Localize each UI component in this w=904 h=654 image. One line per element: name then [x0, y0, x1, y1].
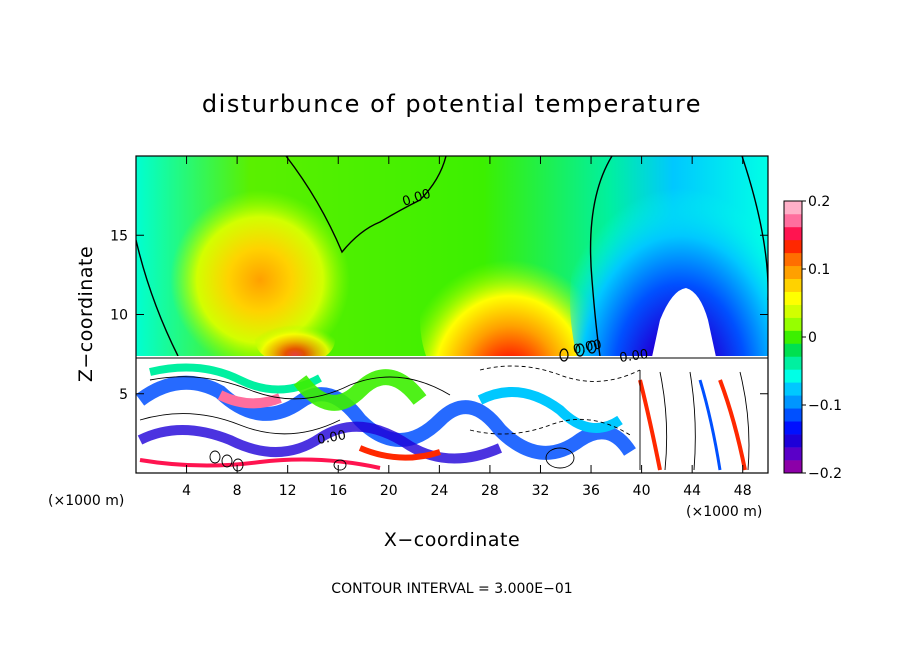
- x-tick-label: 36: [582, 483, 600, 499]
- contour-interval-note: CONTOUR INTERVAL = 3.000E−01: [331, 581, 572, 597]
- contour-label-right: 0.00: [572, 337, 603, 358]
- colorbar-swatch: [784, 291, 802, 305]
- y-tick-label: 15: [110, 228, 128, 244]
- plot-area: [136, 156, 768, 473]
- x-tick-label: 16: [329, 483, 347, 499]
- colorbar-swatch: [784, 265, 802, 280]
- x-unit-label-left: (×1000 m): [48, 493, 124, 509]
- x-tick-label: 28: [481, 483, 499, 499]
- x-axis-ticks: 4 8 12 16 20 24 28 32 36 40 44 48: [182, 156, 752, 499]
- colorbar-tick-label: 0.2: [808, 194, 830, 210]
- colorbar-swatch: [784, 434, 802, 448]
- white-dome: [652, 288, 716, 357]
- x-tick-label: 44: [683, 483, 701, 499]
- zero-contour-far-right: [741, 156, 768, 300]
- x-tick-label: 24: [430, 483, 448, 499]
- x-tick-label: 4: [182, 483, 191, 499]
- colorbar-swatch: [784, 252, 802, 267]
- colorbar-swatch: [784, 356, 802, 370]
- colorbar-swatch: [784, 226, 802, 241]
- contour-label-far-right: 0.00: [618, 347, 649, 366]
- chart-title: disturbunce of potential temperature: [202, 90, 702, 118]
- colorbar-swatch: [784, 382, 802, 396]
- x-tick-label: 12: [279, 483, 297, 499]
- colorbar-tick-label: −0.1: [808, 398, 842, 414]
- colorbar: 0.2 0.1 0 −0.1 −0.2: [783, 194, 842, 482]
- colorbar-swatch: [784, 343, 802, 357]
- x-tick-label: 32: [532, 483, 550, 499]
- colorbar-swatch: [784, 369, 802, 383]
- y-axis-ticks: 5 10 15: [110, 228, 768, 403]
- x-axis-label: X−coordinate: [384, 529, 520, 551]
- colorbar-swatch: [784, 317, 802, 331]
- zero-contour-mid: [285, 156, 447, 254]
- colorbar-swatch: [784, 408, 802, 422]
- y-axis-label: Z−coordinate: [75, 246, 97, 382]
- colorbar-tick-label: −0.2: [808, 466, 842, 482]
- colorbar-swatch: [784, 239, 802, 254]
- contour-label-lower: 0.00: [316, 428, 347, 448]
- colorbar-swatch: [784, 395, 802, 409]
- x-tick-label: 8: [233, 483, 242, 499]
- zero-contour-right: [589, 156, 613, 357]
- colorbar-swatch: [784, 201, 802, 215]
- x-tick-label: 48: [734, 483, 752, 499]
- colorbar-tick-label: 0.1: [808, 262, 830, 278]
- colorbar-swatch: [784, 278, 802, 292]
- zero-contour-left: [136, 239, 179, 357]
- colorbar-swatch: [784, 460, 802, 474]
- x-unit-label-right: (×1000 m): [686, 504, 762, 520]
- y-tick-label: 5: [119, 387, 128, 403]
- x-tick-label: 40: [633, 483, 651, 499]
- warm-anomaly-small: [255, 315, 335, 365]
- boundary-layer-contours: [136, 357, 768, 472]
- colorbar-swatch: [784, 304, 802, 318]
- colorbar-swatch: [784, 421, 802, 435]
- colorbar-swatch: [784, 213, 802, 228]
- zero-contour-ovals: [559, 340, 597, 362]
- colorbar-swatch: [784, 330, 802, 344]
- x-tick-label: 20: [380, 483, 398, 499]
- colorbar-tick-label: 0: [808, 330, 817, 346]
- colorbar-swatch: [784, 447, 802, 461]
- y-tick-label: 10: [110, 308, 128, 324]
